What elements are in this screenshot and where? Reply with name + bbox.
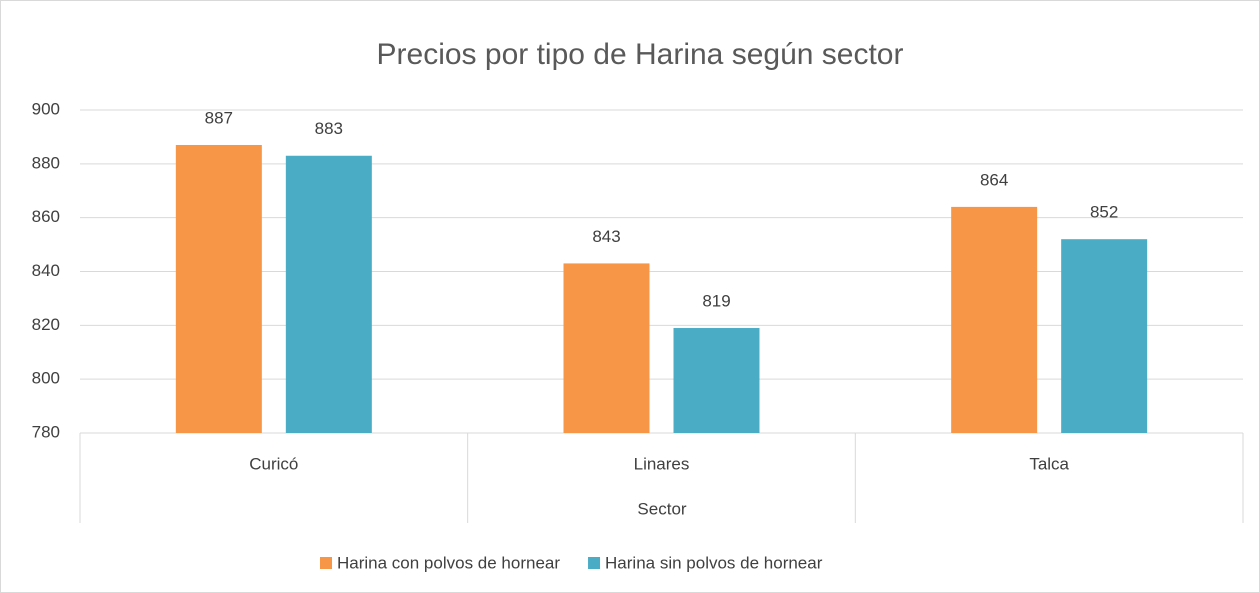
legend-swatch [588, 557, 601, 569]
y-tick-label: 780 [32, 422, 60, 441]
bar [563, 263, 650, 433]
x-axis-label: Sector [637, 499, 686, 518]
data-label: 819 [702, 292, 730, 311]
bar [175, 144, 262, 433]
bar [285, 155, 372, 433]
x-tick-label: Linares [634, 454, 690, 473]
y-tick-label: 900 [32, 99, 60, 118]
bar [673, 328, 760, 433]
legend-label: Harina con polvos de hornear [337, 553, 560, 572]
y-tick-label: 800 [32, 369, 60, 388]
data-label: 887 [205, 108, 233, 127]
legend-swatch [320, 557, 332, 569]
legend-label: Harina sin polvos de hornear [605, 553, 823, 572]
y-tick-label: 840 [32, 261, 60, 280]
data-label: 852 [1090, 203, 1118, 222]
data-label: 843 [592, 227, 620, 246]
y-tick-label: 860 [32, 207, 60, 226]
bar [951, 206, 1038, 433]
y-tick-label: 880 [32, 153, 60, 172]
x-tick-label: Talca [1029, 454, 1069, 473]
bar [1061, 239, 1148, 433]
chart-title: Precios por tipo de Harina según sector [377, 38, 904, 71]
data-label: 864 [980, 170, 1008, 189]
data-label: 883 [315, 119, 343, 138]
x-tick-label: Curicó [249, 454, 298, 473]
y-tick-label: 820 [32, 315, 60, 334]
